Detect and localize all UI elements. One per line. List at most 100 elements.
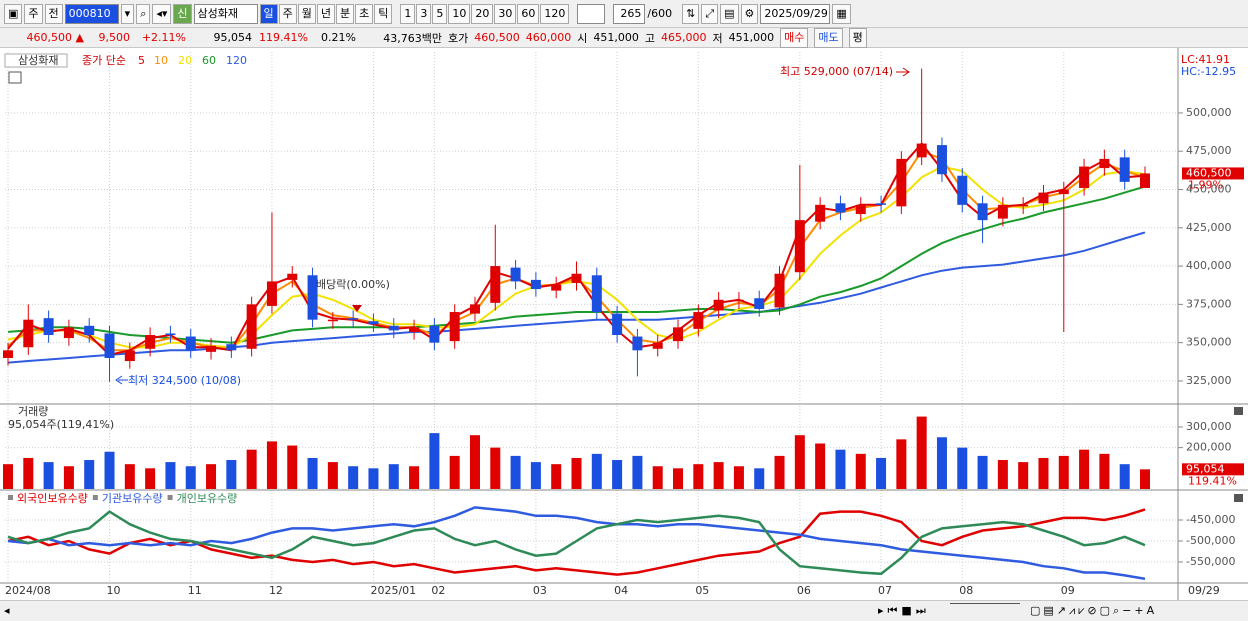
interval-button[interactable]: 120	[540, 3, 570, 24]
period-button[interactable]: 일	[259, 3, 278, 24]
period-button[interactable]: 초	[355, 3, 374, 24]
selector[interactable]: 전	[44, 3, 63, 24]
ma-label: 종가 단순	[82, 54, 126, 67]
bid: 460,000	[525, 31, 572, 44]
volume-bar	[206, 464, 217, 489]
zoom-slider[interactable]	[950, 603, 1020, 604]
candle-body	[287, 273, 298, 280]
interval-button[interactable]: 5	[432, 3, 448, 24]
close-icon[interactable]	[1234, 494, 1243, 502]
candle-body	[226, 344, 237, 351]
tool[interactable]: ⇅	[682, 3, 700, 24]
legend-swatch	[167, 495, 173, 500]
period-button[interactable]: 주	[278, 3, 297, 24]
volume-bar	[530, 462, 541, 489]
period-button[interactable]: 년	[316, 3, 336, 24]
blank-input[interactable]	[577, 3, 606, 24]
volume-bar	[733, 466, 744, 489]
candle-body	[1058, 189, 1069, 195]
legend-swatch	[92, 495, 98, 500]
y-tick-label: 350,000	[1186, 336, 1232, 349]
volume-bar	[185, 466, 196, 489]
period-button[interactable]: 틱	[374, 3, 393, 24]
volume-bar	[266, 441, 277, 489]
candle-body	[185, 336, 196, 351]
period-button[interactable]: 월	[297, 3, 316, 24]
volume-bar	[246, 449, 257, 489]
candle-body	[1079, 166, 1090, 188]
x-tick-label: 06	[797, 584, 811, 597]
y-tick-label: 200,000	[1186, 441, 1232, 454]
volume-bar	[409, 466, 420, 489]
sound[interactable]: ◂▾	[152, 3, 172, 24]
candle-body	[794, 220, 805, 273]
calendar[interactable]: ▦	[832, 3, 851, 24]
panel-subtitle: 95,054주(119,41%)	[8, 418, 114, 431]
x-tick-label: 04	[614, 584, 628, 597]
dropdown[interactable]: ▾	[120, 3, 135, 24]
candle-body	[145, 335, 156, 349]
x-tick-label: 11	[188, 584, 202, 597]
volume-bar	[551, 464, 562, 489]
tool[interactable]: ▤	[720, 3, 739, 24]
low-label: 저	[712, 31, 723, 45]
volume-bar	[348, 466, 359, 489]
panel-title: 거래량	[18, 405, 48, 418]
candle-body	[124, 350, 135, 362]
tool-icons[interactable]: ▢▤↗⩘⩗⊘▢⌕−+A	[1030, 604, 1158, 617]
volume-bar	[23, 457, 34, 489]
candle-body	[206, 345, 217, 352]
scroll-left[interactable]: ◂	[4, 604, 10, 617]
close-icon[interactable]	[1234, 407, 1243, 415]
legend: 외국인보유수량 기관보유수량 개인보유수량	[8, 492, 237, 505]
scrollbar[interactable]: ◂ ▸⏮■⏭ ▢▤↗⩘⩗⊘▢⌕−+A	[0, 600, 1248, 621]
search[interactable]: ⌕	[136, 3, 151, 24]
interval-button[interactable]: 3	[416, 3, 432, 24]
y-tick-label: 325,000	[1186, 374, 1232, 387]
period-button[interactable]: 분	[336, 3, 355, 24]
candle-body	[3, 350, 13, 358]
holding-line	[7, 510, 1146, 576]
sell-button[interactable]: 매도	[814, 27, 843, 48]
annotation: 최고 529,000 (07/14)	[780, 65, 893, 78]
tool[interactable]: ⚙	[740, 3, 759, 24]
volume-bar	[652, 466, 663, 489]
annotation-arrow	[896, 67, 910, 77]
stock-name: 삼성화재	[193, 3, 258, 24]
avg-button[interactable]: 평	[848, 27, 867, 48]
tool[interactable]: ⤢	[701, 3, 719, 24]
buy-button[interactable]: 매수	[780, 27, 809, 48]
volume-bar	[510, 455, 521, 489]
interval-button[interactable]: 20	[471, 3, 494, 24]
legend-entry: 120	[226, 54, 247, 67]
volume-bar	[713, 462, 724, 489]
candle-body	[977, 203, 988, 221]
candle-body	[266, 281, 277, 306]
candle-body	[84, 325, 95, 336]
volume-bar	[429, 433, 440, 489]
interval-button[interactable]: 60	[517, 3, 540, 24]
playback-controls[interactable]: ▸⏮■⏭	[878, 604, 930, 617]
volume-bar	[1058, 455, 1069, 489]
change-pct: +2.11%	[141, 31, 186, 44]
candle-body	[896, 158, 907, 207]
candle-body	[429, 325, 440, 343]
interval-button[interactable]: 1	[400, 3, 416, 24]
candle-body	[774, 273, 785, 308]
date-input[interactable]: 2025/09/29	[760, 3, 831, 24]
volume-bar	[165, 462, 176, 489]
interval-button[interactable]: 10	[448, 3, 471, 24]
button[interactable]: ▣	[4, 3, 23, 24]
change: 9,500	[98, 31, 131, 44]
price-tag	[1182, 167, 1244, 180]
count-input[interactable]: 265	[613, 3, 646, 24]
table-icon	[8, 71, 22, 84]
interval-button[interactable]: 30	[494, 3, 517, 24]
candle-body	[368, 321, 379, 325]
code-input[interactable]: 000810	[64, 3, 119, 24]
volume-bar	[1140, 469, 1150, 489]
selector[interactable]: 주	[24, 3, 43, 24]
volume-pct-label: 119.41%	[1188, 474, 1237, 487]
